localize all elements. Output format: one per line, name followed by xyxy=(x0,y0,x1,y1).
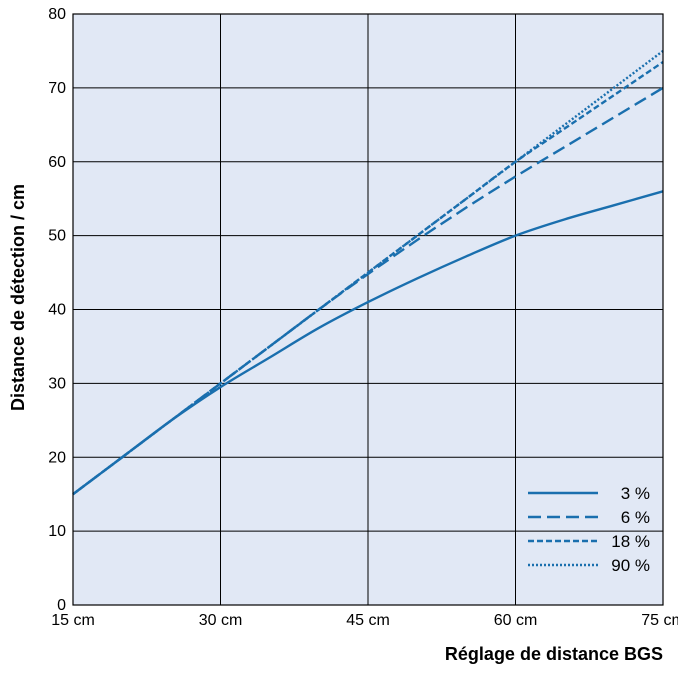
x-tick-label: 60 cm xyxy=(494,612,538,629)
y-tick-label: 40 xyxy=(48,302,66,319)
y-tick-label: 10 xyxy=(48,523,66,540)
y-tick-label: 80 xyxy=(48,6,66,23)
y-tick-label: 0 xyxy=(57,597,66,614)
x-tick-label: 30 cm xyxy=(199,612,243,629)
x-tick-label: 15 cm xyxy=(51,612,95,629)
legend-label-3: 18 % xyxy=(611,532,650,551)
series-line-3 xyxy=(72,61,664,496)
x-tick-label: 75 cm xyxy=(641,612,678,629)
legend-label-4: 90 % xyxy=(611,556,650,575)
y-tick-label: 70 xyxy=(48,80,66,97)
y-tick-label: 20 xyxy=(48,449,66,466)
y-axis-ticks: 0 10 20 30 40 50 60 70 80 xyxy=(48,6,66,614)
plot-frame xyxy=(72,13,664,606)
x-axis-ticks: 15 cm 30 cm 45 cm 60 cm 75 cm xyxy=(51,612,678,629)
legend: 3 % 6 % 18 % 90 % xyxy=(528,484,650,575)
y-tick-label: 50 xyxy=(48,228,66,245)
y-tick-label: 60 xyxy=(48,154,66,171)
legend-label-1: 3 % xyxy=(621,484,650,503)
y-axis-title: Distance de détection / cm xyxy=(8,184,28,411)
x-axis-title: Réglage de distance BGS xyxy=(445,644,663,664)
series-lines xyxy=(72,49,664,496)
legend-label-2: 6 % xyxy=(621,508,650,527)
x-tick-label: 45 cm xyxy=(346,612,390,629)
series-line-4 xyxy=(72,49,664,496)
y-tick-label: 30 xyxy=(48,375,66,392)
